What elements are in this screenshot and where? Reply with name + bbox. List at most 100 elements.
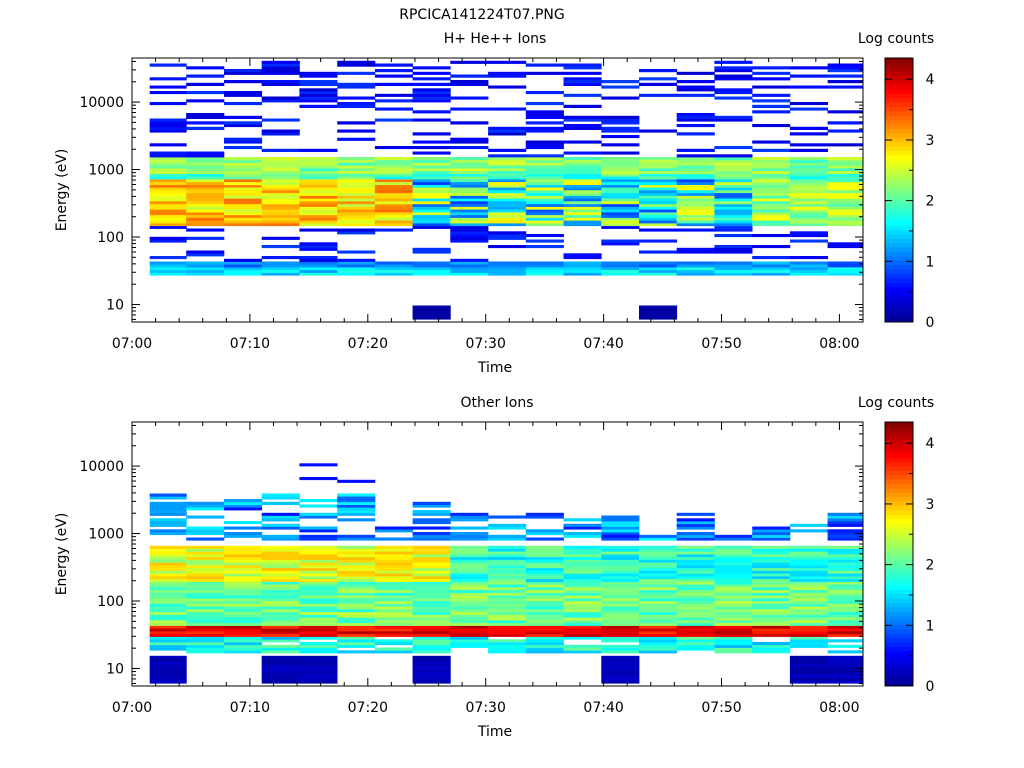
heatmap-cell: [186, 198, 225, 202]
heatmap-cell: [676, 537, 715, 541]
heatmap-cell: [412, 532, 451, 536]
heatmap-cell: [261, 548, 300, 552]
heatmap-cell: [488, 589, 527, 593]
heatmap-cell: [186, 184, 225, 188]
heatmap-cell: [563, 261, 602, 265]
heatmap-cell: [525, 217, 564, 221]
heatmap-cell: [752, 212, 791, 216]
heatmap-cell: [186, 592, 225, 596]
heatmap-cell: [525, 212, 564, 216]
heatmap-cell: [827, 559, 864, 563]
heatmap-cell: [224, 214, 263, 218]
heatmap-cell: [450, 267, 489, 271]
heatmap-cell: [488, 74, 527, 78]
heatmap-cell: [374, 529, 413, 533]
heatmap-cell: [563, 576, 602, 580]
heatmap-cell: [374, 647, 413, 651]
heatmap-cell: [450, 609, 489, 613]
heatmap-cell: [374, 69, 413, 73]
heatmap-cell: [563, 80, 602, 84]
heatmap-cell: [450, 595, 489, 599]
heatmap-cell: [337, 600, 376, 604]
heatmap-cell: [525, 157, 564, 161]
heatmap-cell: [186, 267, 225, 271]
heatmap-cell: [525, 234, 564, 238]
heatmap-cell: [639, 565, 678, 569]
heatmap-cell: [412, 589, 451, 593]
heatmap-cell: [789, 187, 828, 191]
heatmap-cell: [714, 69, 753, 73]
heatmap-cell: [827, 176, 864, 180]
heatmap-cell: [149, 162, 187, 166]
heatmap-cell: [752, 537, 791, 541]
heatmap-cell: [412, 576, 451, 580]
colorbar-segment: [885, 220, 913, 226]
heatmap-cell: [450, 223, 489, 227]
heatmap-cell: [676, 589, 715, 593]
heatmap-cell: [412, 672, 451, 676]
heatmap-cell: [827, 614, 864, 618]
heatmap-cell: [450, 532, 489, 536]
heatmap-cell: [789, 600, 828, 604]
heatmap-cell: [676, 71, 715, 75]
heatmap-cell: [488, 603, 527, 607]
heatmap-cell: [752, 556, 791, 560]
heatmap-cell: [676, 179, 715, 183]
heatmap-cell: [676, 628, 715, 632]
heatmap-cell: [563, 184, 602, 188]
heatmap-cell: [412, 600, 451, 604]
heatmap-cell: [149, 267, 187, 271]
heatmap-cell: [601, 614, 640, 618]
heatmap-cell: [639, 622, 678, 626]
heatmap-cell: [525, 512, 564, 516]
heatmap-cell: [789, 148, 828, 152]
heatmap-cell: [714, 214, 753, 218]
heatmap-cell: [488, 537, 527, 541]
heatmap-cell: [525, 195, 564, 199]
heatmap-cell: [525, 272, 564, 276]
heatmap-cell: [639, 162, 678, 166]
heatmap-cell: [261, 611, 300, 615]
heatmap-cell: [525, 532, 564, 536]
heatmap-cell: [224, 69, 263, 73]
y-tick-label: 100: [97, 230, 124, 246]
heatmap-cell: [412, 305, 451, 309]
heatmap-cell: [789, 203, 828, 207]
heatmap-cell: [488, 71, 527, 75]
heatmap-cell: [827, 203, 864, 207]
heatmap-cell: [186, 600, 225, 604]
heatmap-cell: [374, 269, 413, 273]
heatmap-cell: [827, 578, 864, 582]
heatmap-cell: [224, 562, 263, 566]
colorbar-segment: [885, 198, 913, 204]
heatmap-cell: [525, 573, 564, 577]
heatmap-cell: [149, 179, 187, 183]
heatmap-cell: [450, 236, 489, 240]
heatmap-cell: [827, 680, 864, 684]
heatmap-cell: [639, 587, 678, 591]
heatmap-cell: [337, 269, 376, 273]
heatmap-cell: [827, 587, 864, 591]
heatmap-cell: [186, 201, 225, 205]
heatmap-cell: [563, 217, 602, 221]
heatmap-cell: [261, 581, 300, 585]
heatmap-cell: [563, 173, 602, 177]
x-tick-label: 07:20: [348, 700, 388, 716]
heatmap-cell: [752, 545, 791, 549]
heatmap-cell: [337, 554, 376, 558]
heatmap-cell: [676, 124, 715, 128]
figure-title: RPCICA141224T07.PNG: [399, 7, 564, 23]
heatmap-cell: [299, 650, 338, 654]
heatmap-cell: [827, 573, 864, 577]
heatmap-cell: [827, 644, 864, 648]
heatmap-cell: [488, 212, 527, 216]
heatmap-cell: [601, 85, 640, 89]
heatmap-cell: [412, 157, 451, 161]
heatmap-cell: [676, 518, 715, 522]
heatmap-cell: [374, 573, 413, 577]
heatmap-cell: [261, 187, 300, 191]
heatmap-cell: [412, 592, 451, 596]
heatmap-cell: [752, 170, 791, 174]
heatmap-cell: [224, 501, 263, 505]
heatmap-cell: [714, 209, 753, 213]
